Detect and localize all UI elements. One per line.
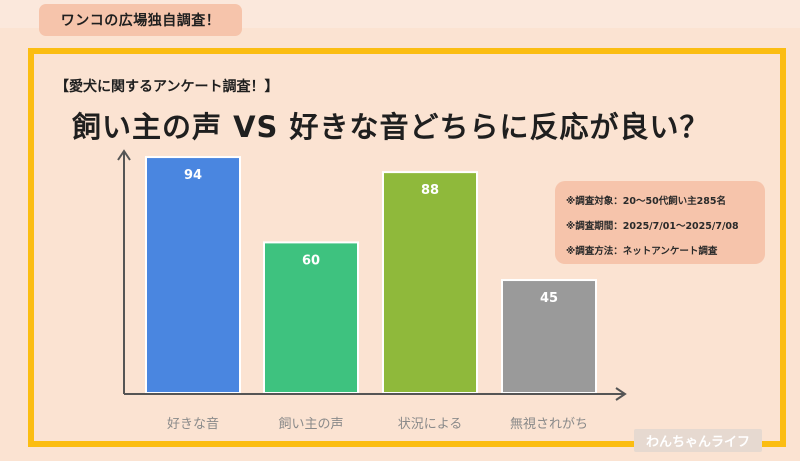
x-tick-label: 好きな音 — [167, 416, 219, 432]
bar-value-label: 88 — [421, 183, 439, 198]
bar-value-label: 60 — [302, 253, 320, 268]
info-target: ※調査対象：20～50代飼い主285名 — [566, 196, 727, 207]
survey-info-box: ※調査対象：20～50代飼い主285名 ※調査期間：2025/7/01～2025… — [555, 181, 765, 264]
brand-logo: わんちゃんライフ — [634, 429, 762, 452]
chart-title: 飼い主の声 VS 好きな音どちらに反応が良い？ — [72, 110, 710, 144]
x-tick-label: 飼い主の声 — [278, 417, 343, 432]
bar-2 — [382, 171, 478, 394]
bar-value-label: 94 — [184, 168, 202, 183]
bar-1 — [263, 241, 359, 394]
x-tick-label: 無視されがち — [510, 417, 588, 432]
chart-subtitle: 【愛犬に関するアンケート調査！】 — [55, 79, 279, 95]
y-axis-arrow — [117, 149, 131, 161]
info-method: ※調査方法：ネットアンケート調査 — [566, 246, 718, 257]
bar-value-label: 45 — [540, 291, 558, 306]
x-axis-arrow — [615, 387, 627, 401]
bar-3 — [501, 279, 597, 394]
info-period: ※調査期間：2025/7/01～2025/7/08 — [566, 221, 739, 232]
x-tick-label: 状況による — [398, 417, 463, 432]
survey-badge: ワンコの広場独自調査！ — [39, 4, 242, 36]
bar-0 — [145, 156, 241, 394]
